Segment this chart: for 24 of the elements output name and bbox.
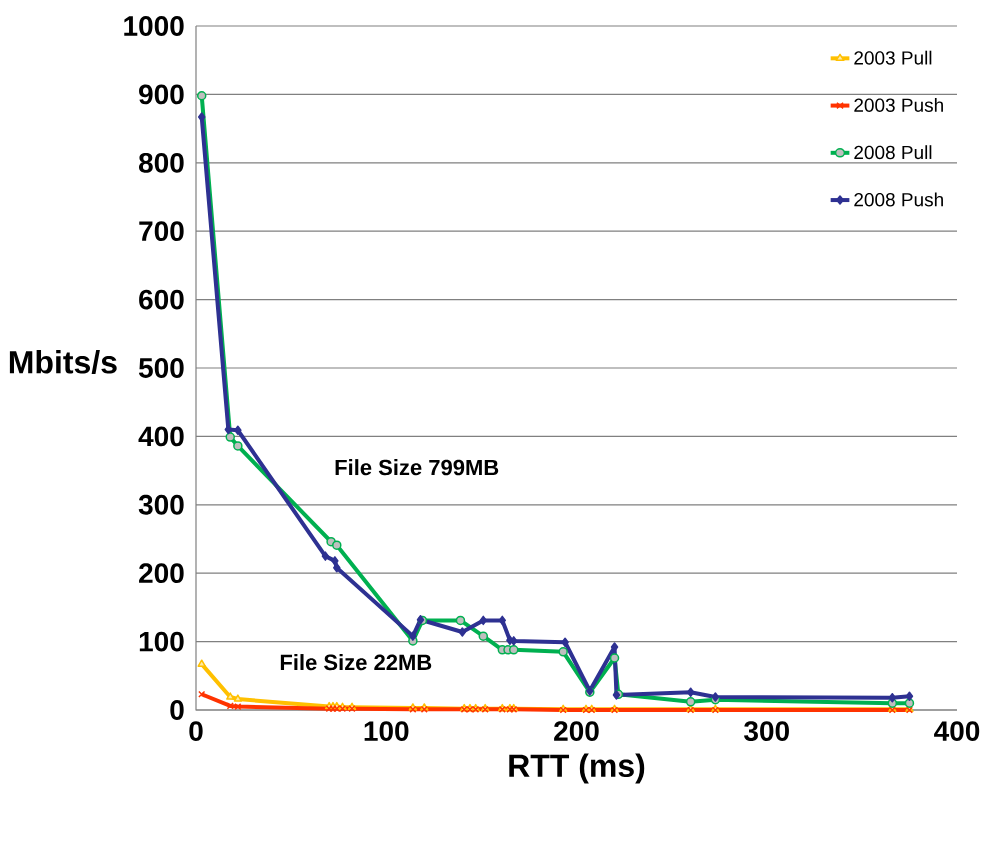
x-tick-label: 0	[189, 721, 203, 742]
legend-label: 2008 Pull	[854, 145, 932, 160]
y-tick-label: 400	[138, 426, 184, 447]
legend-label: 2008 Push	[854, 192, 943, 207]
legend-label: 2003 Push	[854, 97, 943, 112]
x-tick-label: 200	[554, 721, 599, 742]
y-tick-label: 100	[139, 631, 184, 652]
annotation: File Size 22MB	[280, 654, 432, 671]
x-tick-label: 100	[364, 721, 409, 742]
x-axis-title: RTT (ms)	[509, 753, 645, 784]
y-tick-label: 800	[138, 152, 184, 173]
x-tick-label: 400	[934, 721, 980, 742]
y-tick-label: 200	[139, 563, 184, 584]
legend-label: 2003 Pull	[854, 50, 932, 65]
y-tick-label: 0	[170, 700, 184, 720]
y-tick-label: 300	[138, 494, 184, 515]
y-tick-label: 500	[138, 358, 184, 378]
x-tick-label: 300	[744, 721, 789, 742]
y-tick-label: 1000	[124, 16, 184, 36]
y-tick-label: 700	[139, 221, 184, 242]
y-tick-label: 900	[139, 84, 184, 105]
y-tick-label: 600	[139, 289, 184, 310]
y-axis-title: Mbits/s	[9, 350, 117, 374]
annotation: File Size 799MB	[335, 459, 499, 476]
